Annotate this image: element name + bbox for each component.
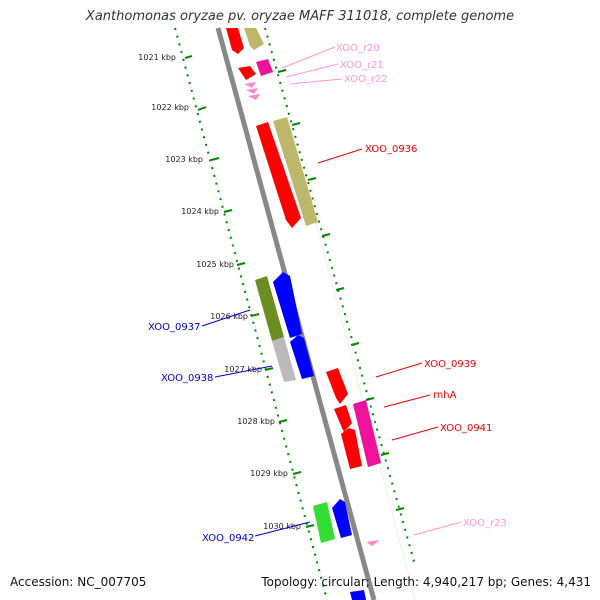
- gene-label-xoo-0941[interactable]: XOO_0941: [440, 423, 492, 434]
- leader-line: [281, 46, 336, 69]
- tick-mark: [291, 122, 301, 126]
- tick-mark: [250, 313, 260, 317]
- leader-line: [391, 426, 439, 441]
- tick-mark: [277, 69, 287, 73]
- genome-summary-text: Topology: circular; Length: 4,940,217 bp…: [261, 575, 591, 589]
- gene-features: [226, 28, 381, 600]
- tick-mark: [278, 419, 288, 423]
- map-title: Xanthomonas oryzae pv. oryzae MAFF 31101…: [85, 9, 515, 24]
- track-border-right: [264, 27, 416, 600]
- major-ticks: [184, 55, 405, 528]
- gene-label-xoo-r23[interactable]: XOO_r23: [463, 518, 507, 529]
- leader-line: [289, 78, 343, 85]
- rna-arrow[interactable]: [244, 82, 256, 88]
- gene-label-rnha[interactable]: rnhA: [433, 390, 457, 401]
- tick-mark: [335, 287, 345, 291]
- scale-line-outer: [174, 27, 328, 600]
- tick-mark: [236, 262, 246, 266]
- gene-arrow-xoo-0937[interactable]: [255, 276, 284, 341]
- gene-arrow[interactable]: [238, 66, 256, 80]
- gene-arrow[interactable]: [332, 499, 352, 538]
- tick-label: 1025 kbp: [196, 260, 234, 269]
- gene-arrow-xoo-0936[interactable]: [256, 122, 301, 228]
- gene-arrow[interactable]: [341, 428, 362, 469]
- leader-line: [375, 362, 423, 378]
- tick-label: 1030 kbp: [263, 522, 301, 531]
- gene-label-xoo-0937[interactable]: XOO_0937: [148, 322, 200, 333]
- gene-label-xoo-r22[interactable]: XOO_r22: [344, 74, 388, 85]
- tick-mark: [264, 367, 274, 371]
- leader-line: [214, 365, 273, 378]
- gene-label-xoo-0942[interactable]: XOO_0942: [202, 533, 254, 544]
- gene-arrow[interactable]: [273, 272, 302, 338]
- gene-arrow-xoo-0939[interactable]: [326, 368, 348, 404]
- gene-arrow-xoo-0942[interactable]: [313, 502, 335, 543]
- gene-arrow[interactable]: [256, 59, 273, 76]
- leader-line: [254, 521, 311, 537]
- accession-text: Accession: NC_007705: [10, 575, 147, 589]
- tick-mark: [223, 209, 233, 213]
- tick-label: 1022 kbp: [151, 103, 189, 112]
- leader-line: [413, 521, 462, 536]
- tick-mark: [350, 342, 360, 346]
- gene-label-xoo-0939[interactable]: XOO_0939: [424, 359, 476, 370]
- tick-mark: [365, 397, 375, 401]
- leader-line: [383, 394, 431, 408]
- gene-label-xoo-0936[interactable]: XOO_0936: [365, 144, 417, 155]
- tick-mark: [395, 507, 405, 511]
- gene-arrow[interactable]: [244, 28, 264, 50]
- gene-arrow[interactable]: [226, 28, 244, 54]
- rna-arrow[interactable]: [246, 88, 258, 94]
- gene-arrow[interactable]: [290, 335, 314, 379]
- gene-arrow[interactable]: [350, 590, 366, 600]
- tick-mark: [184, 55, 193, 59]
- scale-line-inner: [264, 27, 416, 566]
- tick-mark: [380, 452, 390, 456]
- leader-line: [317, 148, 363, 164]
- tick-mark: [292, 471, 302, 475]
- tick-label: 1024 kbp: [181, 207, 219, 216]
- leader-line: [201, 309, 251, 327]
- tick-label: 1028 kbp: [237, 417, 275, 426]
- gene-arrow[interactable]: [273, 117, 318, 226]
- gene-arrow-rnha[interactable]: [334, 405, 352, 432]
- tick-label: 1023 kbp: [165, 155, 203, 164]
- rna-arrow-xoo-r23[interactable]: [366, 540, 380, 546]
- tick-label: 1029 kbp: [250, 469, 288, 478]
- gene-label-xoo-0938[interactable]: XOO_0938: [161, 373, 213, 384]
- tick-mark: [197, 106, 207, 111]
- tick-mark: [210, 157, 220, 161]
- leader-line: [285, 63, 339, 78]
- gene-label-xoo-r21[interactable]: XOO_r21: [340, 60, 384, 71]
- gene-arrow-xoo-0938[interactable]: [272, 337, 296, 382]
- tick-mark: [321, 233, 331, 237]
- gene-arrow-xoo-0941[interactable]: [353, 400, 381, 467]
- tick-mark: [307, 177, 317, 181]
- leader-lines: [201, 46, 462, 537]
- gene-label-xoo-r20[interactable]: XOO_r20: [336, 43, 380, 54]
- rna-arrow[interactable]: [248, 94, 260, 100]
- tick-mark: [305, 524, 315, 528]
- tick-label: 1027 kbp: [224, 365, 262, 374]
- tick-label: 1021 kbp: [138, 53, 176, 62]
